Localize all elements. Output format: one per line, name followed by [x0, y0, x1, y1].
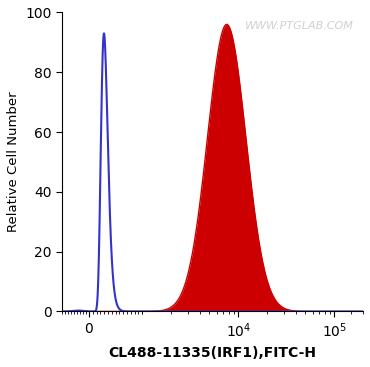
- Y-axis label: Relative Cell Number: Relative Cell Number: [7, 92, 20, 232]
- X-axis label: CL488-11335(IRF1),FITC-H: CL488-11335(IRF1),FITC-H: [109, 346, 317, 360]
- Text: WWW.PTGLAB.COM: WWW.PTGLAB.COM: [245, 21, 354, 32]
